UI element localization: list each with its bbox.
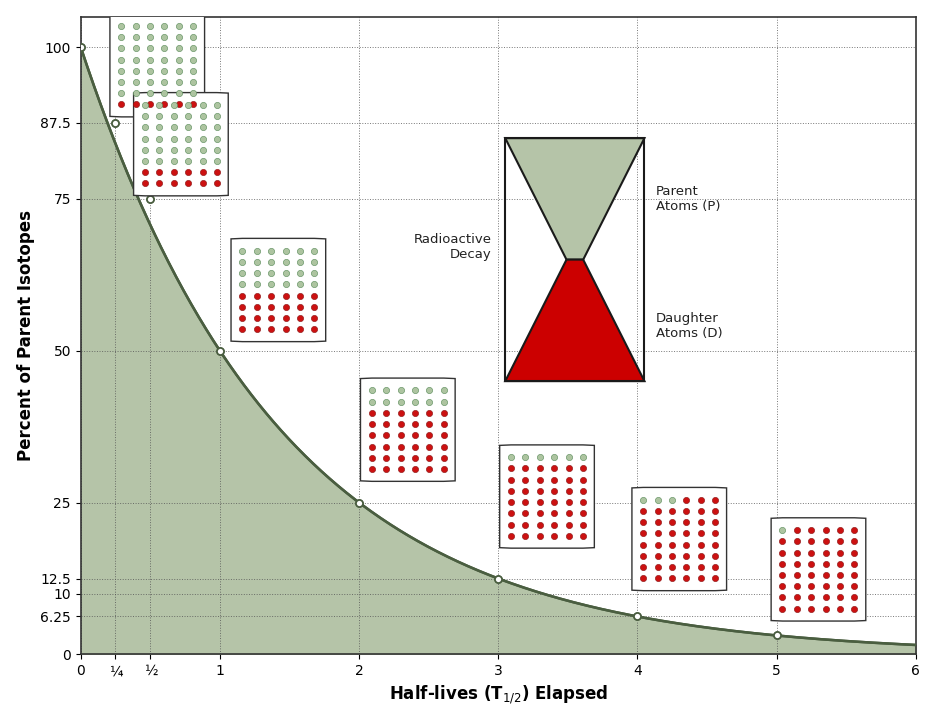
Polygon shape: [110, 14, 204, 117]
PathPatch shape: [505, 138, 644, 260]
Polygon shape: [631, 487, 725, 591]
Polygon shape: [0, 0, 69, 26]
Text: Radioactive
Decay: Radioactive Decay: [413, 234, 490, 262]
Text: Parent
Atoms (P): Parent Atoms (P): [655, 185, 720, 213]
Polygon shape: [770, 518, 865, 621]
Polygon shape: [499, 445, 593, 548]
Polygon shape: [231, 239, 326, 342]
PathPatch shape: [505, 260, 644, 381]
X-axis label: Half-lives (T$_{1/2}$) Elapsed: Half-lives (T$_{1/2}$) Elapsed: [388, 684, 607, 706]
Y-axis label: Percent of Parent Isotopes: Percent of Parent Isotopes: [17, 210, 35, 461]
Polygon shape: [134, 93, 228, 196]
Polygon shape: [360, 378, 455, 482]
Text: Daughter
Atoms (D): Daughter Atoms (D): [655, 312, 722, 341]
